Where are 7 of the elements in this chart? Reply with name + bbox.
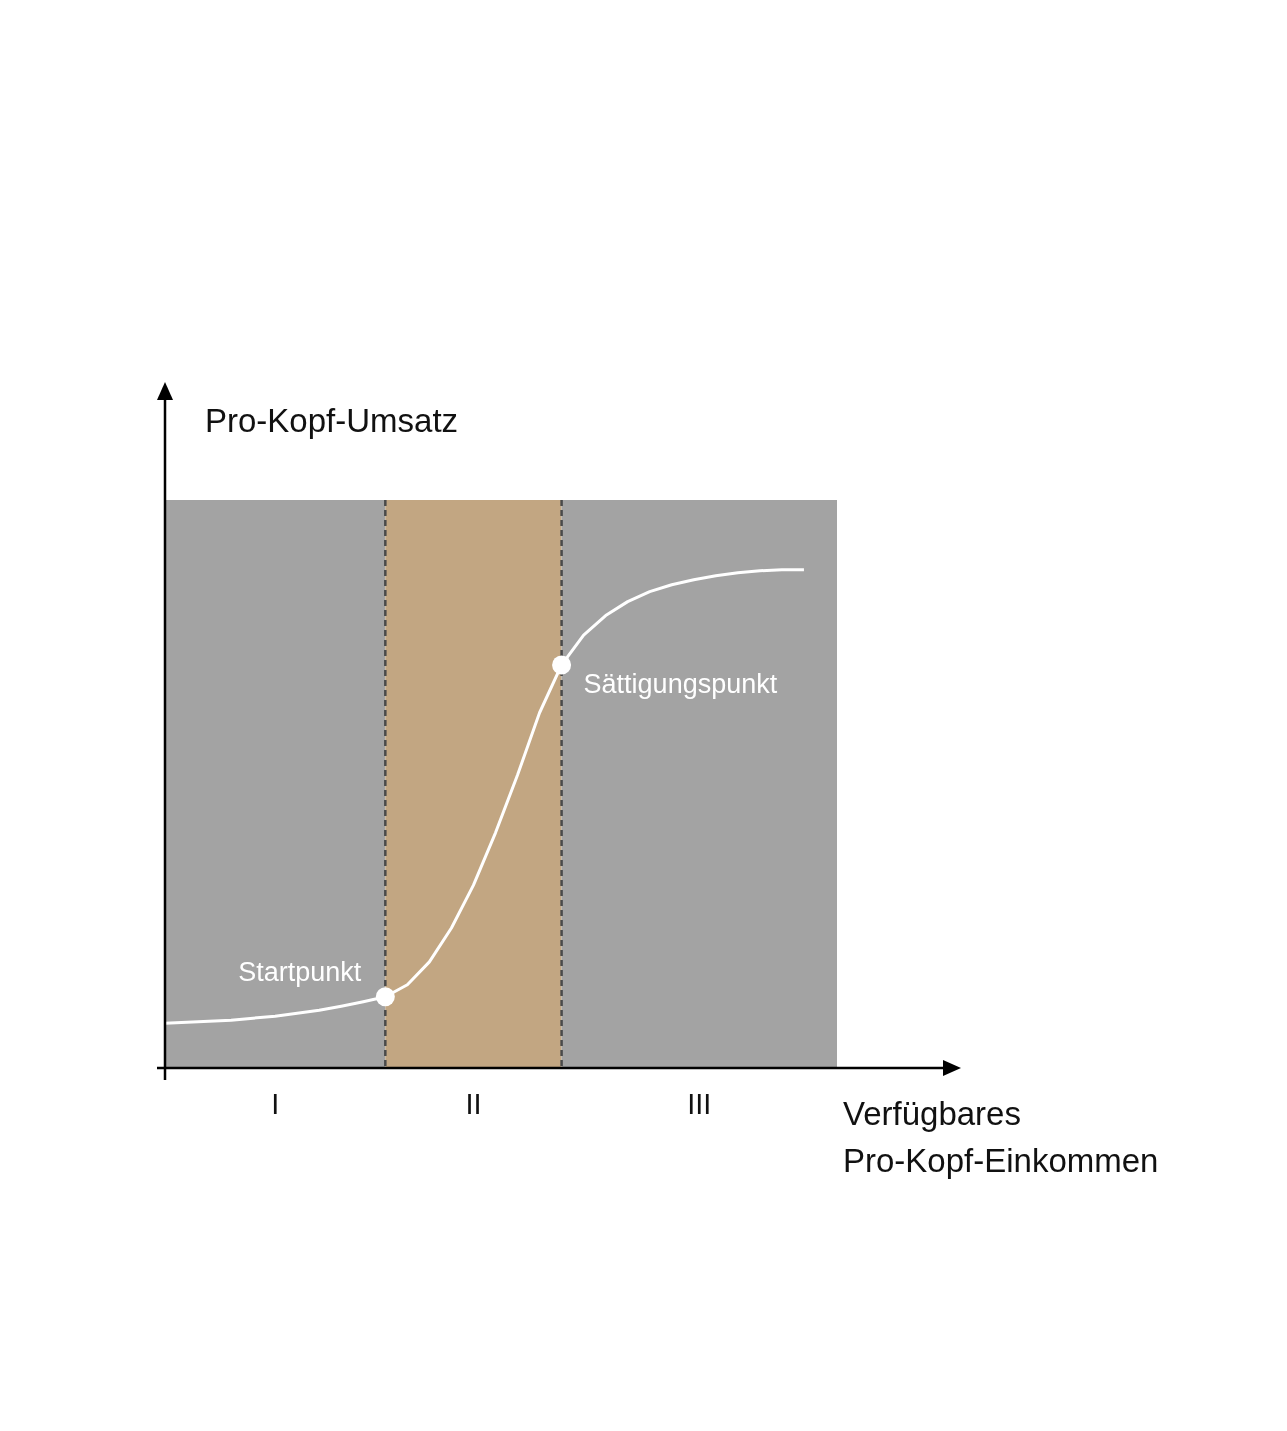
x-axis-title: Verfügbares Pro-Kopf-Einkommen <box>843 1095 1159 1179</box>
annotation: Sättigungspunkt <box>583 668 778 699</box>
y-axis-title: Pro-Kopf-Umsatz <box>205 402 459 439</box>
text: II <box>465 1088 482 1120</box>
annotation: Startpunkt <box>238 956 362 987</box>
text: I <box>271 1088 280 1120</box>
text: III <box>687 1088 712 1120</box>
